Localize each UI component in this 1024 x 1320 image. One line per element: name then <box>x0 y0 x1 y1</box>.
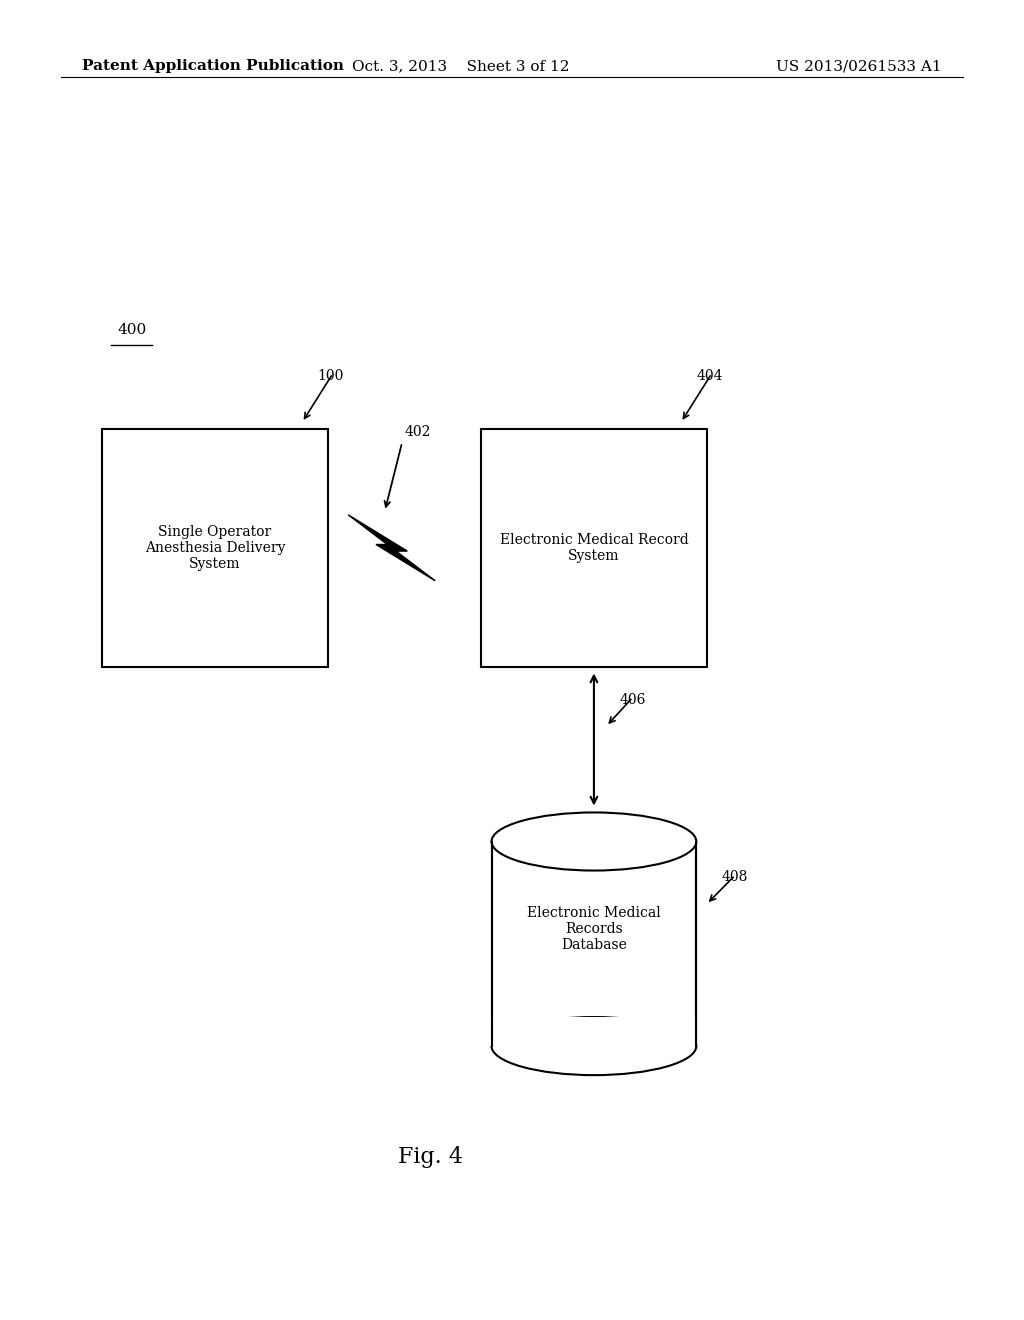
Text: 404: 404 <box>696 368 723 383</box>
Text: Patent Application Publication: Patent Application Publication <box>82 59 344 74</box>
Text: Single Operator
Anesthesia Delivery
System: Single Operator Anesthesia Delivery Syst… <box>144 524 286 572</box>
Text: 400: 400 <box>118 322 147 337</box>
Text: 408: 408 <box>722 870 749 884</box>
Text: 100: 100 <box>317 368 344 383</box>
Text: Electronic Medical
Records
Database: Electronic Medical Records Database <box>527 906 660 953</box>
Bar <box>490 1018 697 1045</box>
Bar <box>481 429 707 667</box>
Text: Electronic Medical Record
System: Electronic Medical Record System <box>500 533 688 562</box>
Text: Fig. 4: Fig. 4 <box>397 1146 463 1168</box>
Bar <box>492 842 696 1045</box>
Text: 402: 402 <box>404 425 431 438</box>
Text: 406: 406 <box>620 693 646 706</box>
Ellipse shape <box>492 1016 696 1074</box>
Ellipse shape <box>492 813 696 871</box>
Bar <box>102 429 328 667</box>
Text: Oct. 3, 2013    Sheet 3 of 12: Oct. 3, 2013 Sheet 3 of 12 <box>352 59 569 74</box>
Polygon shape <box>348 515 435 581</box>
Text: US 2013/0261533 A1: US 2013/0261533 A1 <box>776 59 942 74</box>
